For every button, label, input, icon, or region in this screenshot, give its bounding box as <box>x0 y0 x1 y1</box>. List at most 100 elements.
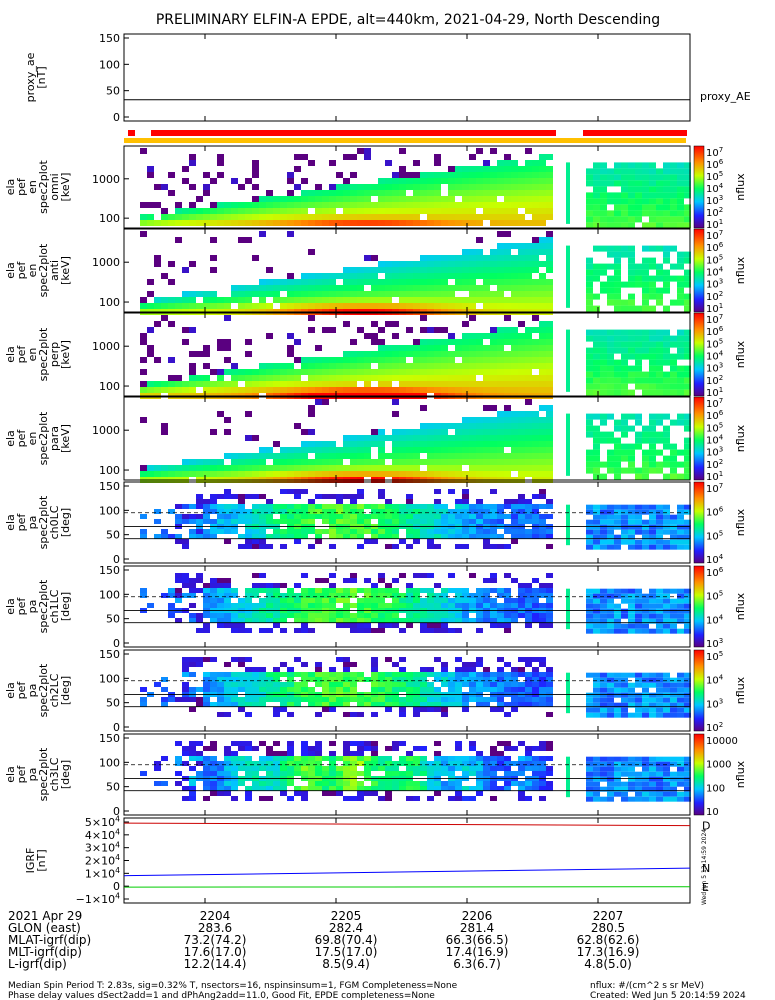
spectrogram-cell <box>252 618 259 623</box>
spectrogram-cell <box>490 339 497 345</box>
spectrogram-cell <box>406 429 413 435</box>
spectrogram-cell <box>532 417 539 423</box>
spectrogram-cell <box>518 465 525 471</box>
spectrogram-cell <box>266 208 273 214</box>
spectrogram-cell <box>511 202 518 208</box>
spectrogram-cell <box>399 781 406 786</box>
spectrogram-cell <box>586 461 593 468</box>
spectrogram-cell <box>518 429 525 435</box>
spectrogram-cell <box>434 702 441 707</box>
spectrogram-cell <box>663 473 670 480</box>
spectrogram-cell <box>483 667 490 672</box>
spectrogram-cell <box>483 285 490 291</box>
spectrogram-cell <box>399 184 406 190</box>
spectrogram-cell <box>371 687 378 692</box>
spectrogram-cell <box>607 210 614 217</box>
spectrogram-cell <box>649 186 656 193</box>
spectrogram-cell <box>413 160 420 166</box>
spectrogram-cell <box>670 682 677 688</box>
spectrogram-cell <box>266 375 273 381</box>
spectrogram-cell <box>175 603 182 608</box>
spectrogram-cell <box>161 154 168 160</box>
spectrogram-cell <box>238 707 245 712</box>
y-tick-label: 100 <box>99 212 120 225</box>
spectrogram-cell <box>252 573 259 578</box>
spectrogram-cell <box>147 160 154 166</box>
spectrogram-cell <box>252 583 259 588</box>
spectrogram-cell <box>315 190 322 196</box>
spectrogram-cell <box>504 471 511 477</box>
spectrogram-cell <box>231 756 238 761</box>
spectrogram-cell <box>677 347 684 354</box>
spectrogram-cell <box>635 504 642 510</box>
spectrogram-cell <box>649 245 656 252</box>
spectrogram-cell <box>266 578 273 583</box>
spectrogram-cell <box>649 534 656 540</box>
spectrogram-cell <box>315 534 322 539</box>
spectrogram-cell <box>245 214 252 220</box>
spectrogram-cell <box>434 273 441 279</box>
spectrogram-cell <box>322 707 329 712</box>
spectrogram-cell <box>294 657 301 662</box>
spectrogram-cell <box>378 214 385 220</box>
spectrogram-cell <box>273 687 280 692</box>
spectrogram-cell <box>336 746 343 751</box>
spectrogram-cell <box>642 275 649 282</box>
spectrogram-cell <box>621 210 628 217</box>
spectrogram-cell <box>483 214 490 220</box>
spectrogram-cell <box>231 702 238 707</box>
spectrogram-cell <box>677 687 684 693</box>
spectrogram-cell <box>483 297 490 303</box>
spectrogram-cell <box>217 243 224 249</box>
spectrogram-cell <box>406 261 413 267</box>
spectrogram-cell <box>266 447 273 453</box>
spectrogram-cell <box>497 255 504 261</box>
spectrogram-cell <box>649 608 656 614</box>
spectrogram-cell <box>154 471 161 477</box>
spectrogram-cell <box>217 172 224 178</box>
spectrogram-cell <box>238 214 245 220</box>
spectrogram-cell <box>483 154 490 160</box>
spectrogram-cell <box>371 529 378 534</box>
spectrogram-cell <box>532 297 539 303</box>
spectrogram-cell <box>266 786 273 791</box>
spectrogram-cell <box>371 583 378 588</box>
spectrogram-cell <box>511 459 518 465</box>
spectrogram-cell <box>266 672 273 677</box>
spectrogram-cell <box>504 459 511 465</box>
spectrogram-cell <box>427 363 434 369</box>
spectrogram-cell <box>329 702 336 707</box>
spectrogram-cell <box>539 662 546 667</box>
spectrogram-cell <box>364 148 371 154</box>
spectrogram-cell <box>593 712 600 718</box>
spectrogram-cell <box>357 697 364 702</box>
spectrogram-cell <box>161 756 168 761</box>
spectrogram-cell <box>343 273 350 279</box>
spectrogram-cell <box>343 369 350 375</box>
spectrogram-cell <box>600 365 607 372</box>
spectrogram-cell <box>635 514 642 520</box>
spectrogram-cell <box>154 387 161 393</box>
colorbar-tick-label: 106 <box>706 409 724 422</box>
spectrogram-cell <box>224 509 231 514</box>
spectrogram-cell <box>546 471 553 477</box>
spectrogram-cell <box>490 273 497 279</box>
spectrogram-cell <box>322 613 329 618</box>
spectrogram-cell <box>392 603 399 608</box>
spectrogram-cell <box>427 375 434 381</box>
spectrogram-cell <box>378 697 385 702</box>
spectrogram-cell <box>434 771 441 776</box>
spectrogram-cell <box>490 544 497 549</box>
spectrogram-cell <box>182 459 189 465</box>
spectrogram-cell <box>224 453 231 459</box>
spectrogram-cell <box>504 662 511 667</box>
spectrogram-cell <box>684 293 691 300</box>
spectrogram-cell <box>677 449 684 456</box>
spectrogram-cell <box>238 702 245 707</box>
spectrogram-cell <box>448 261 455 267</box>
spectrogram-cell <box>504 411 511 417</box>
spectrogram-cell <box>392 746 399 751</box>
spectrogram-cell <box>371 184 378 190</box>
spectrogram-cell <box>182 321 189 327</box>
spectrogram-cell <box>301 291 308 297</box>
